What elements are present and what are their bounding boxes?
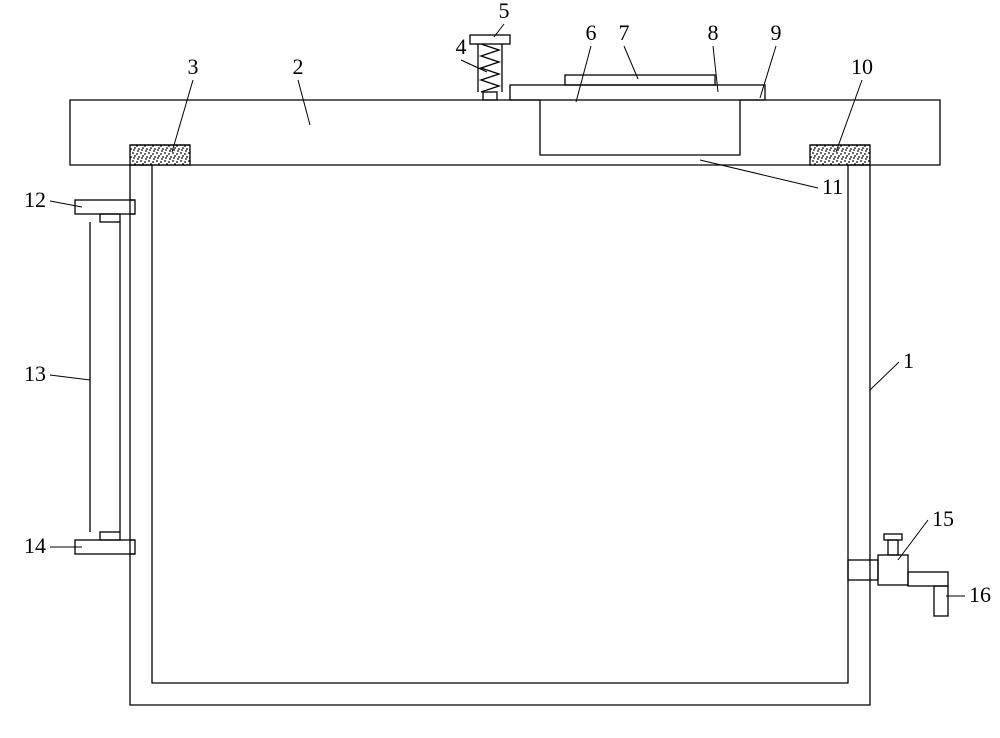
label-10: 10: [851, 54, 873, 79]
seal-right: [810, 145, 870, 165]
spring: [481, 44, 499, 92]
label-4: 4: [456, 34, 467, 59]
pipe-bottom-flange: [75, 540, 135, 554]
diagram-svg: 12345678910111213141516: [0, 0, 1000, 738]
label-2: 2: [293, 54, 304, 79]
label-16: 16: [969, 582, 991, 607]
label-13: 13: [24, 361, 46, 386]
label-6: 6: [586, 20, 597, 45]
tank-body: [130, 165, 870, 705]
spring-cap: [470, 35, 510, 44]
cover-plate: [510, 85, 765, 100]
label-1: 1: [903, 348, 914, 373]
label-14: 14: [24, 533, 46, 558]
leader-9: [760, 46, 776, 98]
seal-left: [130, 145, 190, 165]
label-3: 3: [188, 54, 199, 79]
leader-7: [624, 46, 638, 79]
leader-2: [298, 80, 310, 125]
leader-12: [50, 201, 82, 207]
label-5: 5: [499, 0, 510, 23]
tap-body: [878, 555, 908, 585]
tap-spout: [934, 586, 948, 616]
label-15: 15: [932, 506, 954, 531]
leader-11: [700, 160, 818, 188]
leader-3: [172, 80, 193, 152]
leader-6: [576, 46, 591, 102]
label-9: 9: [771, 20, 782, 45]
pipe-top-flange: [75, 200, 135, 214]
inner-plate: [565, 75, 715, 85]
label-11: 11: [822, 174, 843, 199]
leader-1: [870, 362, 899, 390]
label-8: 8: [708, 20, 719, 45]
label-12: 12: [24, 187, 46, 212]
label-7: 7: [619, 20, 630, 45]
leader-10: [836, 80, 862, 152]
leader-4: [461, 60, 487, 72]
leader-13: [50, 375, 90, 380]
